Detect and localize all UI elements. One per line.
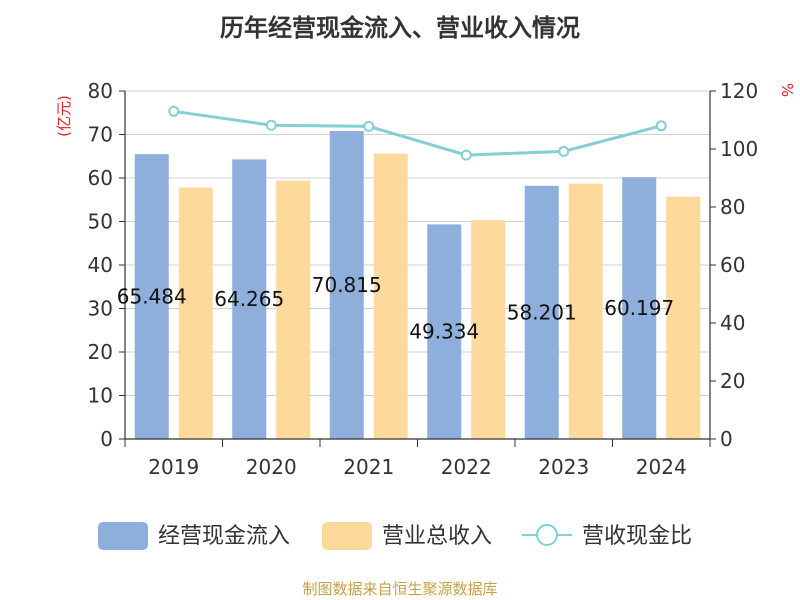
bar-cash-inflow (427, 224, 462, 439)
x-tick-label: 2024 (636, 455, 687, 479)
line-ratio (173, 109, 662, 157)
x-tick-label: 2021 (343, 455, 394, 479)
legend-label: 经营现金流入 (158, 524, 290, 549)
data-label: 64.265 (214, 287, 284, 311)
y-left-tick-label: 40 (88, 253, 113, 277)
y-right-tick-label: 100 (720, 137, 758, 161)
data-label: 60.197 (604, 296, 674, 320)
legend-label: 营业总收入 (382, 524, 492, 549)
legend-label: 营收现金比 (582, 524, 692, 549)
y-right-axis-unit: % (778, 83, 796, 97)
y-left-tick-label: 60 (88, 166, 113, 190)
legend-line-marker (536, 524, 558, 546)
bar-revenue (666, 196, 701, 439)
axes: 0 10 20 30 40 50 60 70 80 0 20 40 60 80 100 120 (亿元)% 201… (55, 79, 796, 479)
data-label: 58.201 (507, 300, 577, 324)
x-tick-label: 2019 (148, 455, 199, 479)
bar-cash-inflow (134, 154, 169, 440)
y-left-tick-label: 20 (88, 340, 113, 364)
data-label: 49.334 (409, 320, 479, 344)
legend-swatch-1 (322, 522, 372, 550)
bar-revenue (276, 180, 311, 440)
bar-cash-inflow (622, 177, 657, 439)
legend-swatch-0 (98, 522, 148, 550)
line-point (168, 105, 180, 117)
y-right-tick-label: 20 (720, 369, 745, 393)
bar-revenue (373, 153, 408, 439)
line-point (265, 119, 277, 131)
data-labels: 65.484 64.265 70.815 49.334 58.201 60.197 (117, 273, 674, 344)
chart-title: 历年经营现金流入、营业收入情况 (220, 14, 580, 42)
y-left-tick-label: 10 (88, 384, 113, 408)
data-label: 70.815 (312, 273, 382, 297)
y-left-tick-label: 30 (88, 297, 113, 321)
data-label: 65.484 (117, 285, 187, 309)
gridlines (125, 90, 710, 396)
line-point (558, 145, 570, 157)
y-right-tick-label: 80 (720, 195, 745, 219)
legend[interactable]: 经营现金流入 营业总收入 营收现金比 (98, 522, 692, 550)
bar-series (134, 130, 701, 440)
bar-cash-inflow (329, 130, 364, 439)
y-right-tick-label: 40 (720, 311, 745, 335)
line-series (168, 105, 667, 161)
line-point (460, 149, 472, 161)
source-note: 制图数据来自恒生聚源数据库 (302, 580, 498, 598)
line-point (655, 120, 667, 132)
bar-revenue (471, 220, 506, 439)
y-right-tick-label: 60 (720, 253, 745, 277)
y-right-tick-label: 0 (720, 427, 733, 451)
line-point (363, 120, 375, 132)
x-tick-label: 2022 (441, 455, 492, 479)
bar-revenue (178, 187, 213, 439)
bar-cash-inflow (524, 185, 559, 439)
y-left-tick-label: 70 (88, 123, 113, 147)
x-tick-label: 2020 (246, 455, 297, 479)
y-left-tick-label: 0 (100, 427, 113, 451)
bar-revenue (568, 183, 603, 439)
y-left-axis-unit: (亿元) (55, 95, 73, 137)
y-left-tick-label: 50 (88, 210, 113, 234)
y-right-tick-label: 120 (720, 79, 758, 103)
bar-cash-inflow (232, 159, 267, 439)
x-tick-label: 2023 (538, 455, 589, 479)
y-left-tick-label: 80 (88, 79, 113, 103)
